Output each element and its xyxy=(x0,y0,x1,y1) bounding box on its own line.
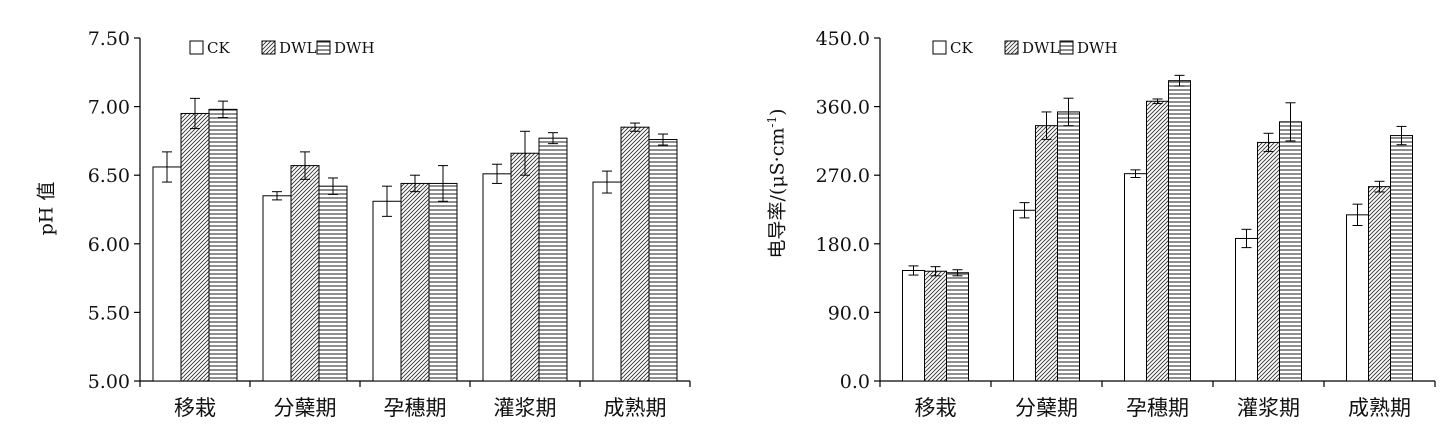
bar xyxy=(1168,80,1191,382)
legend-swatch xyxy=(1059,40,1074,55)
bar xyxy=(946,272,969,382)
conductivity-chart-panel: 0.0 90.0 180.0 270.0 360.0 450.0 移栽 分蘖期 孕穗期 灌浆期 成熟… xyxy=(725,0,1450,437)
bar xyxy=(1013,209,1036,382)
bar xyxy=(1235,237,1258,382)
y-tick-label: 0.0 xyxy=(840,371,870,393)
legend-swatch xyxy=(316,40,331,55)
legend-swatch xyxy=(932,40,947,55)
conductivity-y-axis-label-main: 电导率/(μS·cm xyxy=(766,127,789,259)
bar xyxy=(482,173,512,382)
x-tick-label: 孕穗期 xyxy=(384,396,447,420)
x-tick-label: 分蘖期 xyxy=(1015,396,1078,420)
bar xyxy=(538,137,568,382)
bar xyxy=(1390,135,1413,382)
x-tick-label: 分蘖期 xyxy=(274,396,337,420)
bar xyxy=(1146,100,1169,382)
bar xyxy=(924,270,947,382)
y-tick-label: 5.00 xyxy=(88,371,130,393)
x-tick-label: 成熟期 xyxy=(1348,396,1411,420)
bar xyxy=(1368,186,1391,382)
bar xyxy=(1124,173,1147,382)
bar xyxy=(648,139,678,382)
bar xyxy=(510,152,540,382)
conductivity-y-axis-label-close: ) xyxy=(766,108,789,116)
x-tick-label: 移栽 xyxy=(174,396,216,420)
conductivity-y-axis-label-sup: -1 xyxy=(765,115,780,128)
bar xyxy=(262,195,292,382)
x-tick-label: 移栽 xyxy=(915,396,957,420)
bar xyxy=(1257,141,1280,382)
bar xyxy=(208,108,238,382)
legend-label: CK xyxy=(950,39,973,57)
y-tick-label: 270.0 xyxy=(816,165,870,187)
legend-label: CK xyxy=(207,39,230,57)
conductivity-y-axis-label: 电导率/(μS·cm-1) xyxy=(763,108,790,258)
legend-label: DWL xyxy=(279,39,316,57)
bar xyxy=(592,181,622,382)
y-tick-label: 6.00 xyxy=(88,234,130,256)
bar xyxy=(902,269,925,382)
legend-label: DWH xyxy=(334,39,375,57)
x-tick-label: 成熟期 xyxy=(604,396,667,420)
x-tick-label: 灌浆期 xyxy=(494,396,557,420)
bar xyxy=(1035,125,1058,382)
ph-y-axis-label: pH 值 xyxy=(35,181,58,236)
legend-label: DWL xyxy=(1022,39,1059,57)
y-tick-label: 360.0 xyxy=(816,97,870,119)
bar xyxy=(290,165,320,382)
bar xyxy=(1279,121,1302,382)
bar xyxy=(620,126,650,382)
bar xyxy=(372,200,402,382)
bar xyxy=(400,182,430,382)
ph-chart-svg: 5.00 5.50 6.00 6.50 7.00 7.50 移栽 分蘖期 孕穗期 灌浆期 成熟期 CK… xyxy=(88,28,691,420)
x-tick-label: 孕穗期 xyxy=(1126,396,1189,420)
y-tick-label: 450.0 xyxy=(816,28,870,50)
y-tick-label: 180.0 xyxy=(816,234,870,256)
ph-chart-panel: 5.00 5.50 6.00 6.50 7.00 7.50 移栽 分蘖期 孕穗期 灌浆期 成熟期 CK… xyxy=(35,28,691,420)
y-tick-label: 7.00 xyxy=(88,97,130,119)
legend-label: DWH xyxy=(1077,39,1118,57)
conductivity-chart-svg: 0.0 90.0 180.0 270.0 360.0 450.0 移栽 分蘖期 孕穗期 灌浆期 成熟… xyxy=(816,28,1436,420)
bar xyxy=(152,166,182,382)
y-tick-label: 5.50 xyxy=(88,302,130,324)
bar xyxy=(180,112,210,382)
legend-swatch xyxy=(261,40,276,55)
legend-swatch xyxy=(1004,40,1019,55)
y-tick-label: 7.50 xyxy=(88,28,130,50)
bar xyxy=(318,185,348,382)
x-tick-label: 灌浆期 xyxy=(1237,396,1300,420)
bar xyxy=(1057,111,1080,382)
bar xyxy=(428,182,458,382)
y-tick-label: 90.0 xyxy=(828,302,870,324)
y-tick-label: 6.50 xyxy=(88,165,130,187)
bar xyxy=(1346,214,1369,382)
legend-swatch xyxy=(189,40,204,55)
